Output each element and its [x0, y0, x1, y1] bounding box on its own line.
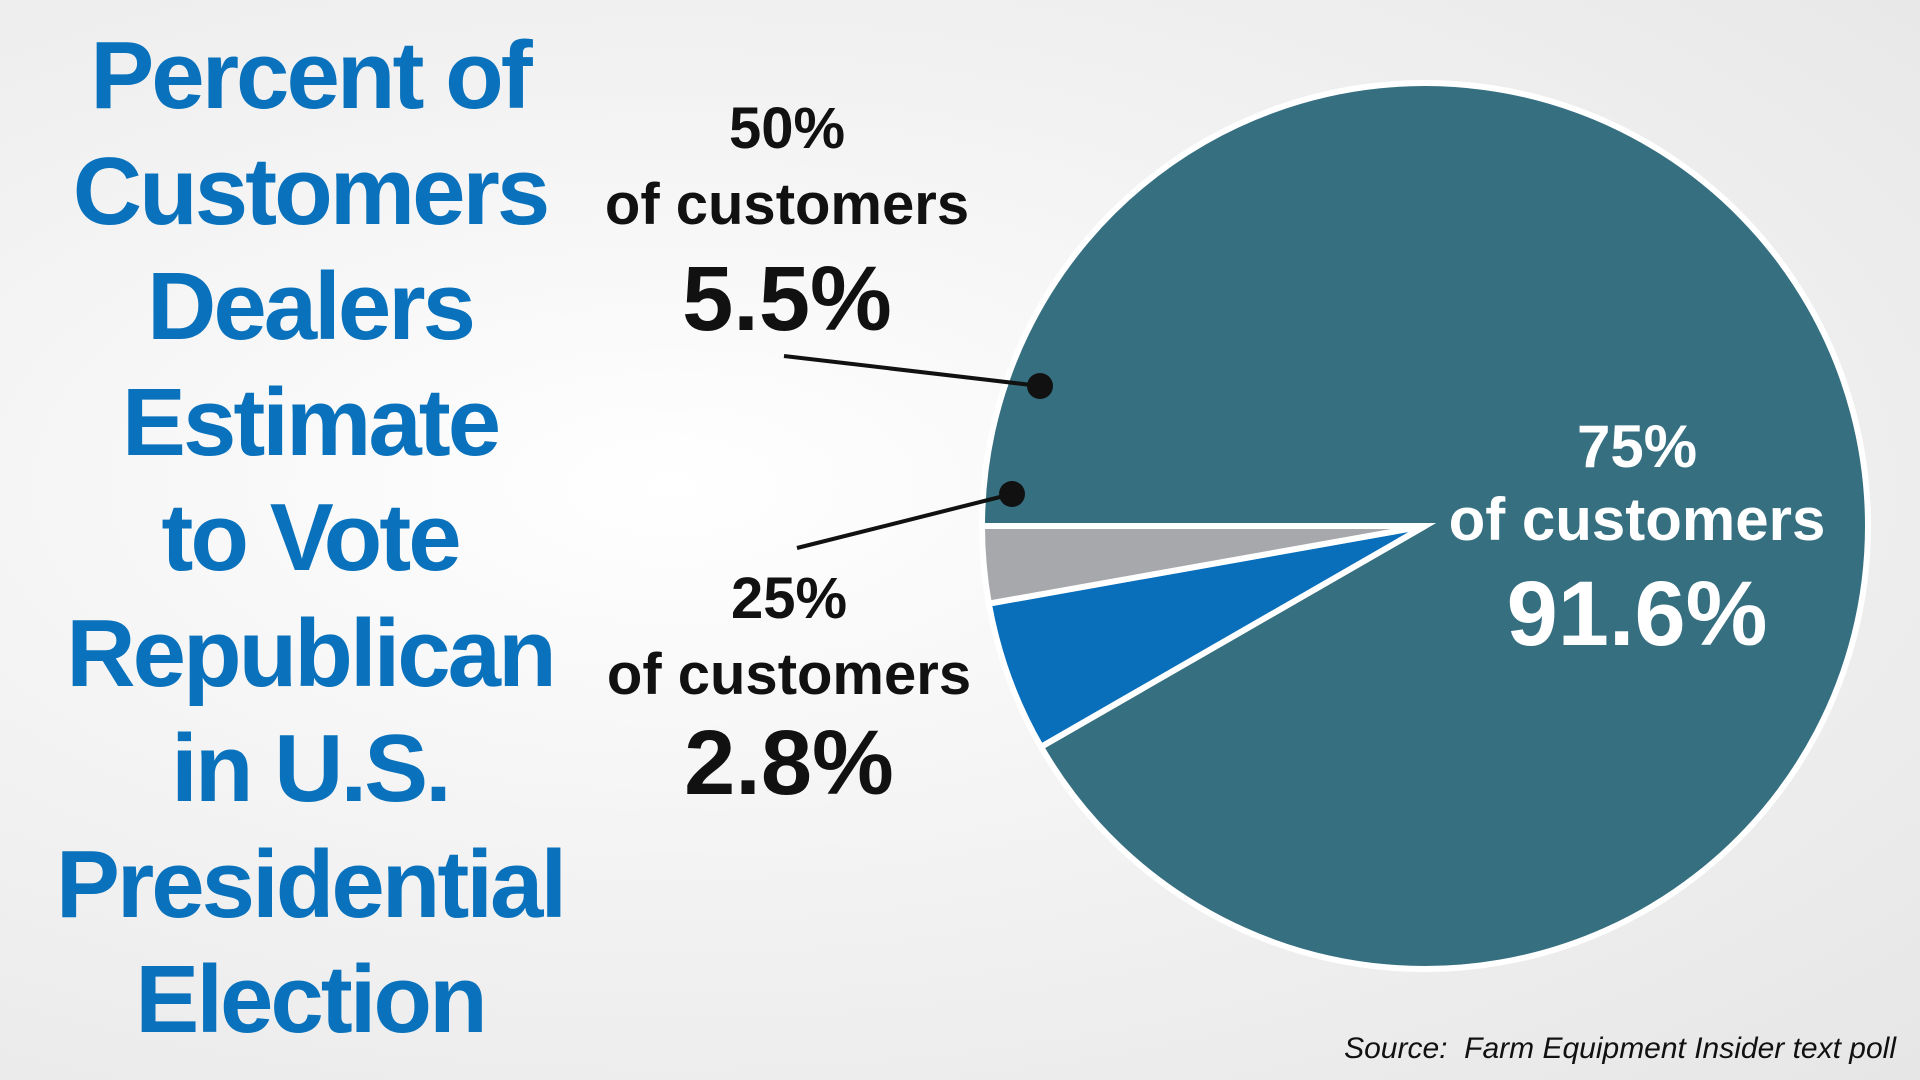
title-line: Dealers [147, 253, 476, 360]
title-line: to Vote [161, 484, 461, 591]
title-line: in U.S. [171, 715, 452, 822]
slice-label-mid: 50% of customers 5.5% [605, 96, 969, 350]
slice-label-large-line2: of customers [1449, 486, 1826, 553]
title-line: Customers [72, 137, 550, 245]
slice-value-mid: 5.5% [682, 248, 892, 350]
chart-title: Percent of Customers Dealers Estimate to… [30, 18, 590, 1058]
leader-line-mid [783, 354, 1053, 399]
title-line: Republican [66, 599, 556, 707]
title-line: Estimate [121, 368, 501, 476]
slice-label-small-line2: of customers [607, 642, 971, 707]
source-note: Source: Farm Equipment Insider text poll [1344, 1032, 1896, 1065]
slice-label-mid-line1: 50% [729, 96, 845, 161]
title-line: Presidential [55, 830, 567, 938]
slice-value-large: 91.6% [1507, 563, 1768, 665]
leader-line-small [796, 481, 1025, 550]
pie-slice-small [978, 523, 1426, 608]
title-line: Percent of [90, 22, 532, 129]
pie-slices [978, 80, 1871, 972]
slice-label-large-line1: 75% [1577, 413, 1697, 480]
slice-value-small: 2.8% [684, 712, 894, 814]
slice-label-small-line1: 25% [731, 566, 847, 631]
title-line: Election [135, 946, 487, 1053]
slice-label-large: 75% of customers 91.6% [1449, 413, 1826, 665]
slice-label-mid-line2: of customers [605, 172, 969, 237]
slice-label-small: 25% of customers 2.8% [607, 566, 971, 814]
